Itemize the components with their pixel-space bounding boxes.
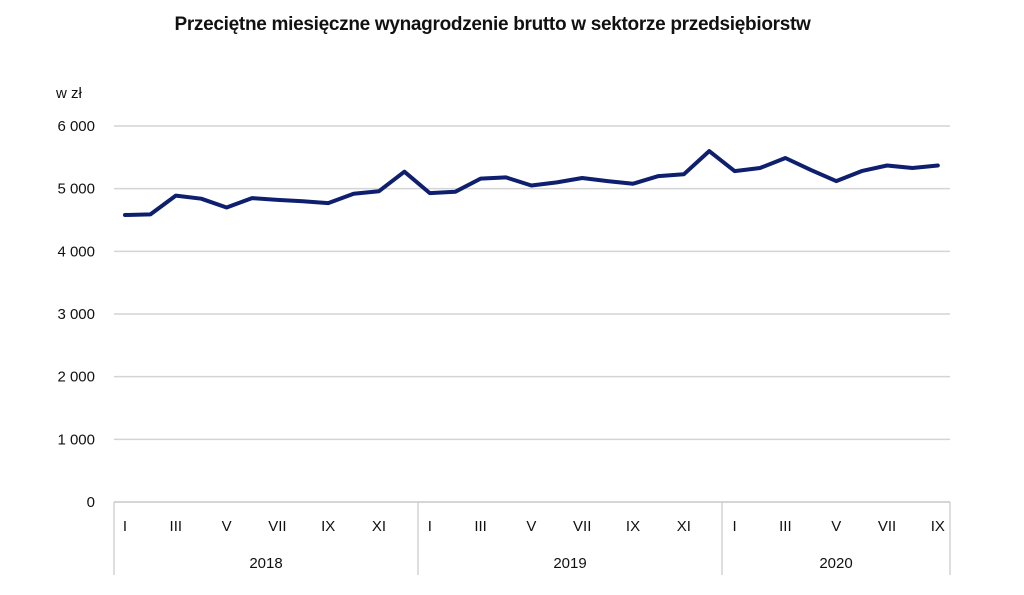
y-tick-label: 3 000 [57,306,95,323]
x-tick-label: I [123,518,127,535]
x-tick-label: I [733,518,737,535]
x-tick-label: III [779,518,792,535]
x-axis [113,501,951,575]
year-label: 2020 [819,555,852,572]
x-tick-label: V [222,518,232,535]
y-tick-label: 1 000 [57,431,95,448]
gridlines [114,125,950,441]
year-label: 2019 [553,555,586,572]
x-tick-label: III [170,518,183,535]
x-tick-label: V [831,518,841,535]
year-label: 2018 [249,555,282,572]
x-tick-label: IX [321,518,335,535]
x-tick-label: V [526,518,536,535]
x-tick-label: VII [878,518,896,535]
x-tick-label: IX [626,518,640,535]
y-tick-label: 5 000 [57,181,95,198]
series-layer [123,149,940,217]
y-tick-label: 4 000 [57,243,95,260]
y-tick-label: 0 [87,494,95,511]
chart-title: Przeciętne miesięczne wynagrodzenie brut… [174,14,811,35]
x-tick-label: III [474,518,487,535]
x-tick-label: XI [372,518,386,535]
y-axis: 0 1 000 2 000 3 000 4 000 5 000 6 000 [57,118,95,511]
y-axis-unit-label: w zł [55,85,83,102]
x-tick-label: XI [677,518,691,535]
y-tick-label: 6 000 [57,118,95,135]
x-tick-label: VII [268,518,286,535]
series-line [123,149,940,217]
y-tick-label: 2 000 [57,369,95,386]
x-tick-label: I [428,518,432,535]
x-tick-label: IX [931,518,945,535]
x-tick-label: VII [573,518,591,535]
